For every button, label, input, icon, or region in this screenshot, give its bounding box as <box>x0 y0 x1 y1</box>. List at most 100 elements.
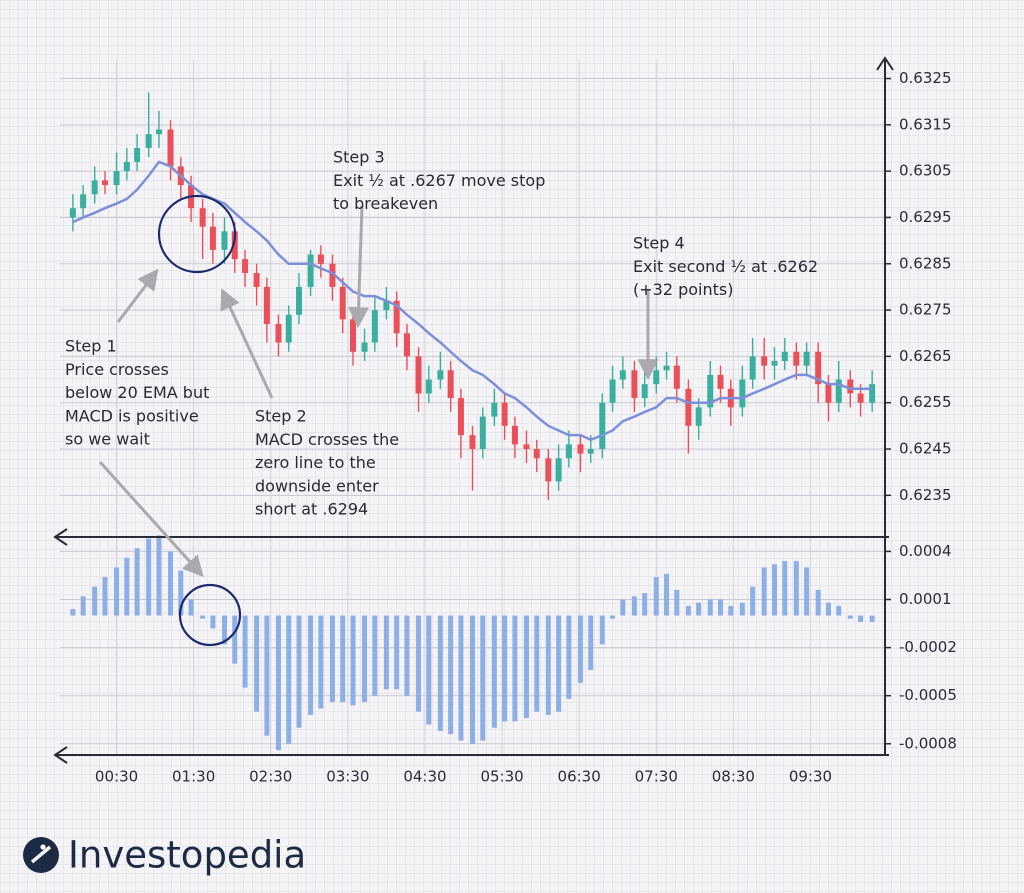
macd-bar <box>80 596 86 616</box>
macd-bar <box>275 615 281 751</box>
circle <box>178 583 242 647</box>
y-tick-label: 0.6325 <box>899 69 952 87</box>
candle-body <box>631 370 638 399</box>
macd-bar <box>534 615 540 712</box>
candle-body <box>307 254 314 287</box>
macd-bar <box>242 615 248 688</box>
candle-body <box>457 398 464 436</box>
macd-bar <box>674 589 680 616</box>
candle-body <box>221 231 228 250</box>
annotations: Step 1 Price crosses below 20 EMA but MACD … <box>65 148 818 519</box>
annotation-line: Step 4 <box>633 234 685 253</box>
candle-body <box>869 384 876 403</box>
macd-bar <box>340 615 346 703</box>
annotation-arrows <box>98 205 659 578</box>
candle-body <box>349 319 356 352</box>
candle-body <box>685 388 692 426</box>
circle <box>157 194 237 274</box>
macd-bar <box>70 609 76 616</box>
x-tick-label: 02:30 <box>249 768 292 786</box>
candle-body <box>393 300 400 334</box>
arrow <box>98 460 204 578</box>
y2-tick-label: 0.0001 <box>899 590 952 608</box>
candle-body <box>415 356 422 394</box>
candle-body <box>511 425 518 445</box>
annotation-line: MACD crosses the <box>255 430 399 449</box>
candle-body <box>771 361 778 366</box>
annotation-line: zero line to the <box>255 453 376 472</box>
macd-bar <box>620 599 626 616</box>
macd-bar <box>836 605 842 616</box>
macd-bar <box>696 602 702 616</box>
macd-bar <box>825 602 831 616</box>
candle-body <box>80 194 87 209</box>
candle-body <box>361 342 368 352</box>
macd-bar <box>178 570 184 616</box>
annotation-line: Step 3 <box>333 148 385 167</box>
macd-bar <box>383 615 389 690</box>
macd-bar <box>502 615 508 722</box>
macd-bar <box>610 615 616 619</box>
candle-body <box>825 384 832 403</box>
macd-bar <box>718 599 724 616</box>
candle-body <box>285 314 292 343</box>
annotation-line: to breakeven <box>333 194 438 213</box>
macd-bar <box>296 615 302 728</box>
candle-body <box>815 351 822 385</box>
y-tick-label: 0.6255 <box>899 393 952 411</box>
y-tick-label: 0.6295 <box>899 208 952 226</box>
annotation-line: MACD is positive <box>65 406 199 425</box>
candle-body <box>447 370 454 399</box>
candle-body <box>339 286 346 320</box>
candle-body <box>523 444 530 450</box>
macd-bar <box>200 615 206 619</box>
annotation-line: Exit ½ at .6267 move stop <box>333 171 545 190</box>
annotation-line: Price crosses <box>65 360 169 379</box>
arrow <box>116 268 159 323</box>
macd-bar <box>221 615 227 645</box>
candle-body <box>383 300 390 311</box>
macd-bar <box>92 586 98 616</box>
macd-bar <box>631 596 637 616</box>
y-axis-arrow <box>876 56 894 71</box>
candle-body <box>134 147 141 162</box>
macd-bar <box>232 615 238 664</box>
candle-body <box>565 444 572 459</box>
macd-bar <box>448 615 454 735</box>
candle-body <box>707 374 714 408</box>
logo-icon <box>30 845 52 864</box>
annotation-line: Step 1 <box>65 337 117 356</box>
macd-bar <box>793 561 799 616</box>
candle-body <box>545 458 552 482</box>
y-tick-label: 0.6265 <box>899 347 952 365</box>
candle-body <box>329 263 336 287</box>
divider-arrow <box>53 528 68 546</box>
candle-body <box>673 365 680 389</box>
candle-body <box>847 379 854 394</box>
macd-bar <box>512 615 518 722</box>
macd-bar <box>523 615 529 719</box>
macd-bar <box>372 615 378 696</box>
macd-bar <box>308 615 314 715</box>
macd-bar <box>362 615 368 703</box>
macd-bar <box>685 605 691 616</box>
arrow <box>220 288 274 399</box>
candle-body <box>437 370 444 380</box>
candle-body <box>749 356 756 380</box>
highlight-circles <box>157 194 242 647</box>
macd-bar <box>642 593 648 616</box>
x-tick-label: 03:30 <box>326 768 369 786</box>
candle-body <box>91 180 98 195</box>
annotation-line: below 20 EMA but <box>65 383 209 402</box>
candle-body <box>145 134 152 148</box>
logo: Investopedia <box>23 834 306 877</box>
macd-bar <box>210 615 216 629</box>
x-tick-label: 08:30 <box>712 768 755 786</box>
macd-bar <box>156 535 162 616</box>
macd-bar <box>750 586 756 616</box>
candle-body <box>209 226 216 250</box>
candle-body <box>69 208 76 218</box>
candle-body <box>717 374 724 389</box>
macd-bar <box>437 615 443 731</box>
annotation-line: Exit second ½ at .6262 <box>633 257 818 276</box>
